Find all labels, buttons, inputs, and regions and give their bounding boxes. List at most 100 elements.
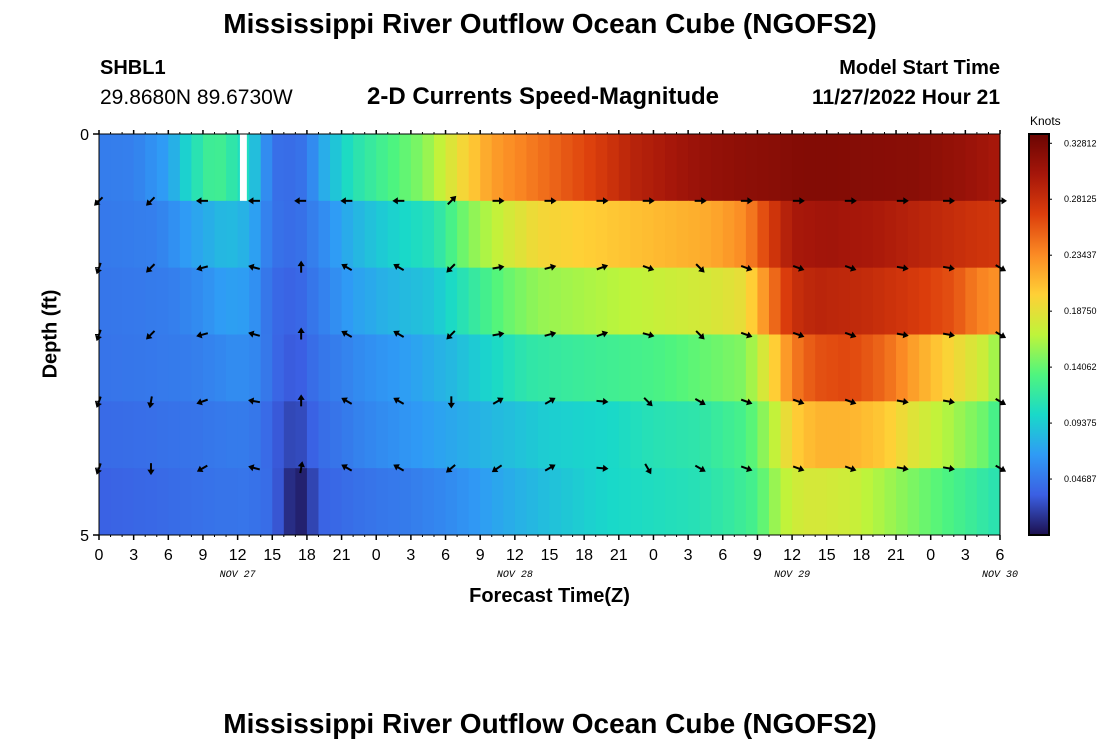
heatmap-cell xyxy=(572,468,585,535)
heatmap-cell xyxy=(561,401,574,469)
heatmap-cell xyxy=(907,468,920,535)
current-arrow xyxy=(740,197,753,205)
heatmap-cell xyxy=(364,468,377,535)
heatmap-cell xyxy=(260,200,273,269)
heatmap-cell xyxy=(965,334,978,402)
heatmap-cell xyxy=(676,468,689,535)
heatmap-cell xyxy=(665,468,678,535)
missing-data-gap xyxy=(239,134,247,201)
heatmap-cell xyxy=(214,401,227,469)
heatmap-cell xyxy=(988,334,1000,402)
current-arrow xyxy=(544,464,556,472)
heatmap-cell xyxy=(595,334,608,402)
x-tick-label: 3 xyxy=(406,547,415,564)
current-arrow xyxy=(393,263,405,272)
heatmap-cell xyxy=(480,401,493,469)
day-label: NOV 29 xyxy=(774,570,810,581)
x-tick-label: 12 xyxy=(783,547,801,564)
heatmap-cell xyxy=(214,134,227,202)
heatmap-cell xyxy=(976,401,990,469)
heatmap-cell xyxy=(226,267,239,336)
x-tick-label: 3 xyxy=(129,547,138,564)
current-arrow xyxy=(196,464,208,473)
heatmap-cell xyxy=(815,200,828,269)
heatmap-cell xyxy=(861,334,874,402)
heatmap-cell xyxy=(122,200,135,269)
heatmap-cell xyxy=(272,468,285,535)
heatmap-cell xyxy=(191,401,204,469)
heatmap-cell xyxy=(318,267,331,336)
heatmap-cell xyxy=(237,267,250,336)
x-tick-label: 0 xyxy=(926,547,935,564)
heatmap-cell xyxy=(872,200,886,269)
current-arrow xyxy=(446,263,456,273)
heatmap-cell xyxy=(595,401,608,469)
heatmap-cell xyxy=(468,200,481,269)
heatmap-cell xyxy=(653,468,666,535)
heatmap-cell xyxy=(803,334,816,402)
model-start-label: Model Start Time xyxy=(839,57,1000,79)
heatmap-cell xyxy=(491,468,504,535)
heatmap-cell xyxy=(457,267,470,336)
heatmap-cell xyxy=(445,267,458,336)
current-arrow xyxy=(491,464,503,473)
next-chart-title: Mississippi River Outflow Ocean Cube (NG… xyxy=(223,708,877,739)
current-arrow xyxy=(544,330,557,338)
heatmap-cell xyxy=(433,267,447,336)
heatmap-cell xyxy=(122,134,135,202)
current-arrow xyxy=(341,330,353,338)
heatmap-cell xyxy=(468,401,481,469)
heatmap-cell xyxy=(676,334,689,402)
heatmap-cell xyxy=(330,401,343,469)
heatmap-cell xyxy=(688,267,701,336)
current-arrow xyxy=(341,397,353,405)
heatmap-cell xyxy=(919,401,932,469)
current-arrow xyxy=(248,330,261,338)
heatmap-cell xyxy=(884,468,897,535)
heatmap-cell xyxy=(757,468,770,535)
heatmap-cell xyxy=(110,401,123,469)
heatmap-cell xyxy=(641,334,655,402)
heatmap-cell xyxy=(792,267,805,336)
current-arrow xyxy=(644,463,652,475)
heatmap-cell xyxy=(953,468,966,535)
heatmap-cell xyxy=(480,200,493,269)
x-tick-label: 12 xyxy=(229,547,247,564)
heatmap-cell xyxy=(607,334,620,402)
current-arrow xyxy=(896,197,909,205)
heatmap-cell xyxy=(711,334,724,402)
heatmap-cell xyxy=(122,334,135,402)
heatmap-cell xyxy=(561,134,574,202)
heatmap-cell xyxy=(514,334,527,402)
heatmap-cell xyxy=(283,401,296,469)
heatmap-cell xyxy=(191,200,204,269)
heatmap-cell xyxy=(803,134,816,202)
heatmap-cell xyxy=(745,267,759,336)
heatmap-cell xyxy=(780,334,793,402)
heatmap-cell xyxy=(110,468,123,535)
heatmap-cell xyxy=(399,134,412,202)
heatmap-cell xyxy=(133,401,146,469)
heatmap-cell xyxy=(688,334,701,402)
heatmap-cell xyxy=(318,468,331,535)
heatmap-cell xyxy=(838,401,851,469)
current-arrow xyxy=(147,463,155,476)
heatmap-cell xyxy=(815,468,828,535)
heatmap-cell xyxy=(156,200,169,269)
heatmap-cell xyxy=(826,200,839,269)
heatmap-cell xyxy=(99,468,112,535)
heatmap-cell xyxy=(942,200,955,269)
heatmap-cell xyxy=(919,468,932,535)
heatmap-cell xyxy=(630,200,643,269)
current-arrow xyxy=(695,330,705,340)
heatmap-cell xyxy=(849,468,862,535)
heatmap-cell xyxy=(641,468,655,535)
colorbar-tick-label: 0.32812 xyxy=(1064,138,1097,148)
heatmap-cell xyxy=(249,468,262,535)
heatmap-cell xyxy=(457,468,470,535)
heatmap-cell xyxy=(584,267,597,336)
heatmap-cell xyxy=(353,468,366,535)
heatmap-cell xyxy=(156,468,169,535)
heatmap-cell xyxy=(364,200,377,269)
heatmap-cell xyxy=(965,401,978,469)
